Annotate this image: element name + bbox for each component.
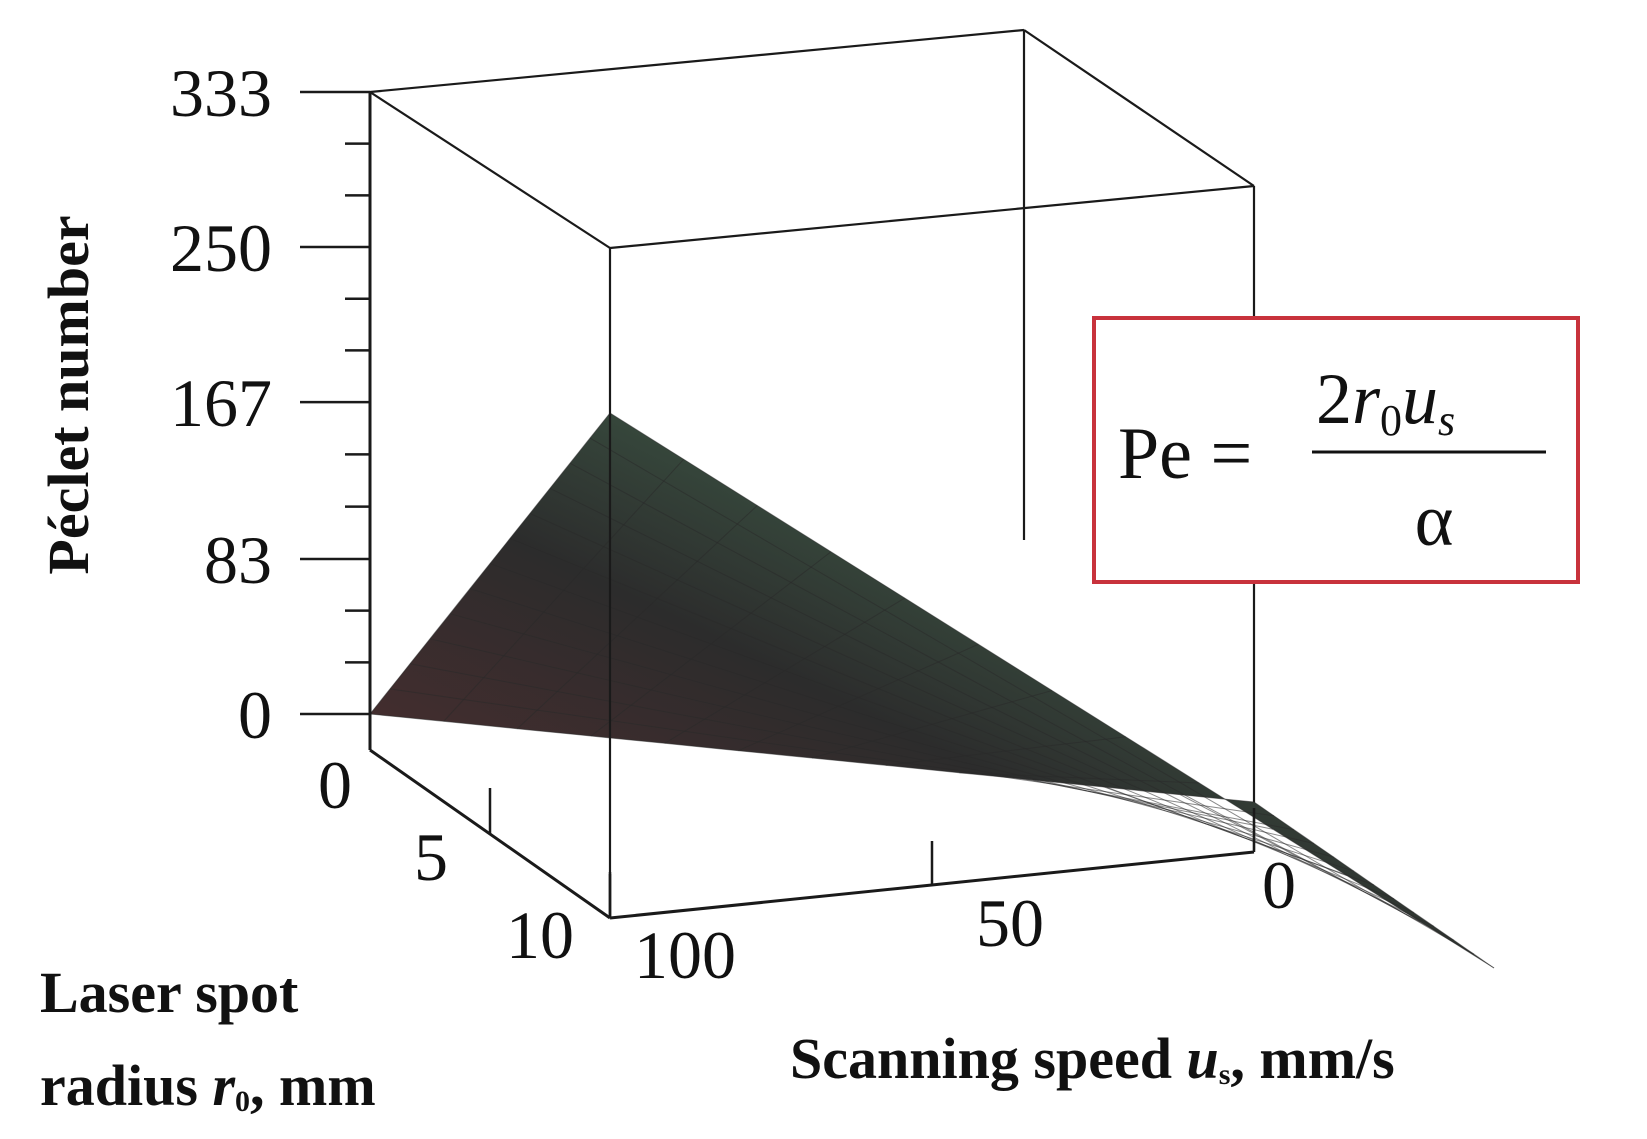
z-tick-label: 250 xyxy=(170,210,272,286)
u-axis-title-sub: s xyxy=(1219,1058,1231,1091)
r-axis-title-line1: Laser spot xyxy=(40,960,299,1025)
formula-num-r-sub: 0 xyxy=(1380,396,1402,445)
surface-mesh-line-u xyxy=(959,772,1200,784)
surface-mesh-line-u xyxy=(516,505,758,730)
formula-num-u-sub: s xyxy=(1438,396,1455,445)
surface-mesh-line-u xyxy=(443,458,685,722)
r-axis-title-post: , mm xyxy=(250,1053,376,1118)
formula-lhs: Pe = xyxy=(1118,413,1252,495)
box-edge-top-front xyxy=(609,184,1255,250)
box-edge-top-back xyxy=(369,28,1025,94)
r-axis-title-line2: radius r0, mm xyxy=(40,1053,376,1118)
u-tick-label: 0 xyxy=(1262,847,1296,923)
u-tick-label: 100 xyxy=(634,917,736,993)
r-axis-title-var: r xyxy=(212,1053,235,1118)
surface-mesh-line-u xyxy=(1106,786,1347,876)
u-axis-title-post: , mm/s xyxy=(1230,1026,1394,1091)
u-tick-label: 50 xyxy=(976,885,1044,961)
r-axis-title-pre: radius xyxy=(40,1053,212,1118)
formula-numerator: 2r0us xyxy=(1316,359,1455,445)
axis-ticks xyxy=(300,90,1256,918)
surface-mesh-line-u xyxy=(738,643,979,752)
r-axis-title-sub: 0 xyxy=(235,1085,250,1118)
surface-mesh-line-u xyxy=(811,690,1053,759)
formula-border xyxy=(1092,316,1580,584)
formula-box: Pe = 2r0us α xyxy=(1092,316,1580,584)
surface-mesh-line-u xyxy=(664,597,905,744)
box-edge-top-left xyxy=(369,91,611,249)
surface-mesh-line-u xyxy=(885,736,1126,766)
surface-mesh-line-u xyxy=(590,551,832,737)
u-axis-title-var: u xyxy=(1186,1026,1218,1091)
formula-num-r: r xyxy=(1352,359,1381,439)
u-axis-title-pre: Scanning speed xyxy=(790,1026,1186,1091)
r-tick-label: 10 xyxy=(506,897,574,973)
u-axis-title: Scanning speed us, mm/s xyxy=(790,1026,1395,1091)
r-tick-label: 5 xyxy=(414,819,448,895)
formula-num-coef: 2 xyxy=(1316,359,1352,439)
z-tick-label: 0 xyxy=(238,677,272,753)
surface xyxy=(369,412,1495,969)
surface-mesh-line-u xyxy=(369,412,611,715)
z-tick-label: 83 xyxy=(204,522,272,598)
formula-denominator: α xyxy=(1415,480,1454,562)
z-tick-label: 167 xyxy=(170,365,272,441)
box-edge-top-right xyxy=(1023,29,1255,187)
z-axis-title: Péclet number xyxy=(36,215,101,574)
formula-num-u: u xyxy=(1402,359,1438,439)
z-tick-label: 333 xyxy=(170,55,272,131)
surface-fill xyxy=(370,413,1494,968)
r-tick-label: 0 xyxy=(318,747,352,823)
surface-mesh-line-u xyxy=(1253,801,1495,969)
surface-mesh-line-u xyxy=(1032,779,1274,830)
